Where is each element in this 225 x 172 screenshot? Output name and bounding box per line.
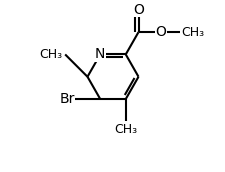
Text: O: O: [133, 3, 143, 17]
Text: O: O: [155, 25, 166, 39]
Text: N: N: [95, 47, 105, 61]
Text: CH₃: CH₃: [114, 123, 137, 136]
Text: CH₃: CH₃: [39, 48, 63, 61]
Text: CH₃: CH₃: [181, 26, 204, 39]
Text: Br: Br: [59, 92, 74, 106]
